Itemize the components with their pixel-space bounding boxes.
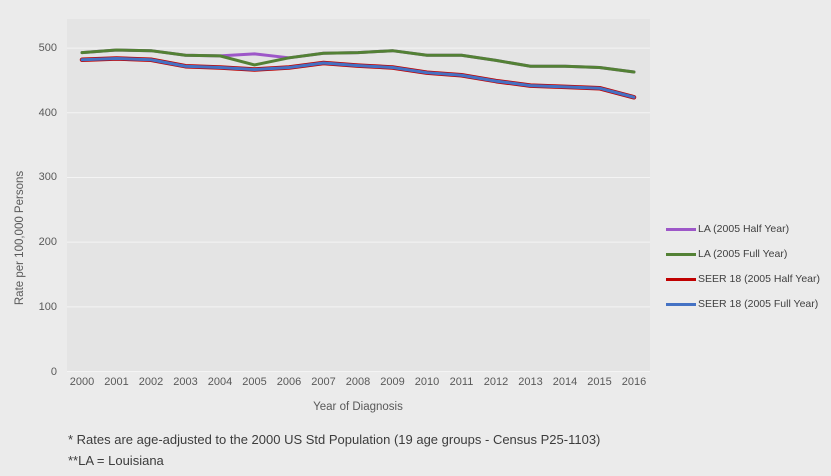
legend-item-seer-18-2005-half-year: SEER 18 (2005 Half Year): [666, 272, 820, 286]
x-tick-label-2009: 2009: [380, 376, 405, 388]
x-tick-label-2003: 2003: [173, 376, 198, 388]
legend-line-swatch-la-2005-half-year: [666, 227, 696, 231]
x-tick-label-2001: 2001: [104, 376, 129, 388]
y-tick-label-0: 0: [50, 365, 57, 378]
legend-label: SEER 18 (2005 Half Year): [698, 273, 820, 285]
footnote-age-adjusted: * Rates are age-adjusted to the 2000 US …: [68, 432, 601, 447]
legend-line-swatch-seer-18-2005-half-year: [666, 277, 696, 281]
legend-line-swatch-seer-18-2005-full-year: [666, 302, 696, 306]
x-axis-title: Year of Diagnosis: [313, 401, 403, 413]
x-tick-label-2008: 2008: [345, 376, 371, 388]
x-tick-label-2000: 2000: [69, 376, 95, 388]
x-tick-label-2013: 2013: [518, 376, 543, 388]
y-tick-label-400: 400: [38, 106, 57, 119]
legend-item-seer-18-2005-full-year: SEER 18 (2005 Full Year): [666, 297, 818, 311]
x-tick-label-2011: 2011: [449, 376, 474, 388]
line-la-2005-full-year: [80, 48, 636, 74]
x-tick-label-2016: 2016: [621, 376, 647, 388]
legend-item-la-2005-full-year: LA (2005 Full Year): [666, 247, 787, 261]
legend-label: LA (2005 Half Year): [698, 223, 790, 235]
x-tick-label-2015: 2015: [587, 376, 612, 388]
x-tick-label-2006: 2006: [276, 376, 302, 388]
legend-line-swatch-la-2005-full-year: [666, 252, 696, 256]
footnotes: * Rates are age-adjusted to the 2000 US …: [68, 429, 600, 471]
y-tick-label-100: 100: [38, 300, 57, 313]
legend-label: SEER 18 (2005 Full Year): [698, 298, 819, 310]
legend-label: LA (2005 Full Year): [698, 248, 788, 260]
x-tick-label-2012: 2012: [483, 376, 509, 388]
x-tick-label-2004: 2004: [207, 376, 233, 388]
x-tick-label-2007: 2007: [311, 376, 336, 388]
x-tick-label-2010: 2010: [414, 376, 440, 388]
y-tick-label-300: 300: [38, 171, 57, 184]
legend-item-la-2005-half-year: LA (2005 Half Year): [666, 222, 789, 236]
line-seer-18-2005-full-year: [80, 56, 636, 99]
plot-area: [67, 19, 650, 372]
x-tick-label-2002: 2002: [138, 376, 164, 388]
footnote-la-definition: **LA = Louisiana: [68, 453, 164, 468]
y-tick-label-200: 200: [38, 236, 57, 249]
x-tick-label-2014: 2014: [552, 376, 578, 388]
x-tick-label-2005: 2005: [242, 376, 267, 388]
y-tick-label-500: 500: [38, 42, 57, 55]
